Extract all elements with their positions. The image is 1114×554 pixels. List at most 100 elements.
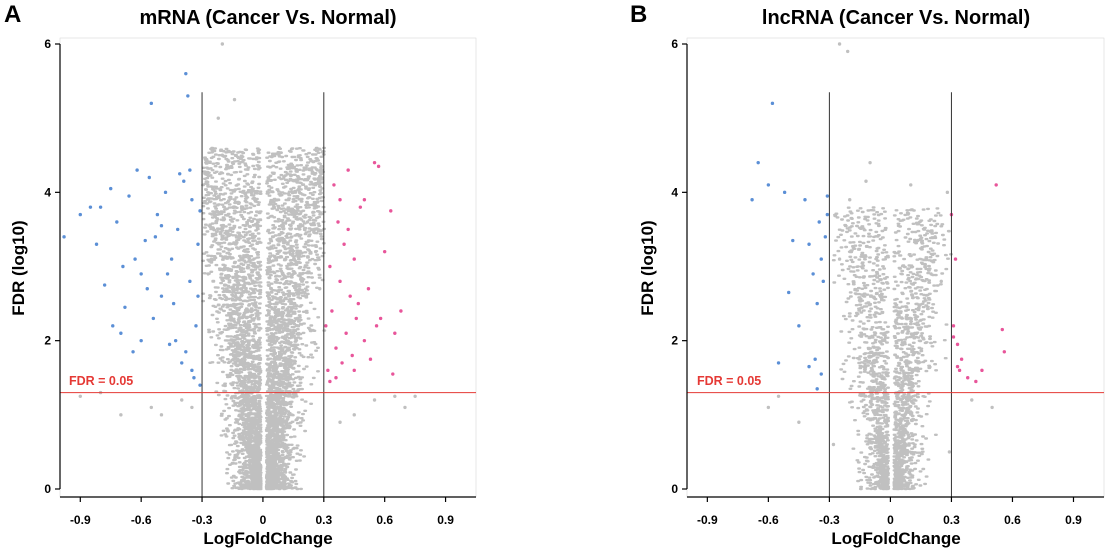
data-point <box>776 394 781 398</box>
data-point <box>868 160 872 165</box>
data-point <box>127 194 131 198</box>
data-point <box>149 405 154 410</box>
data-point <box>951 324 956 328</box>
data-point <box>167 342 172 347</box>
fdr-threshold-label: FDR = 0.05 <box>697 374 761 388</box>
data-point <box>831 442 836 447</box>
data-point <box>819 257 823 261</box>
data-point <box>374 324 379 328</box>
data-point <box>750 198 754 202</box>
data-point <box>955 364 960 369</box>
data-point <box>933 235 937 239</box>
data-point <box>819 372 823 376</box>
data-point <box>864 179 868 183</box>
data-point <box>143 238 147 243</box>
data-point <box>951 335 956 339</box>
data-point <box>145 287 149 291</box>
data-point <box>825 194 830 198</box>
data-point <box>346 168 350 172</box>
data-point <box>356 301 361 306</box>
data-point <box>970 398 974 402</box>
data-point <box>811 272 815 276</box>
nonsig-density-cloud <box>831 206 953 491</box>
data-point <box>336 220 340 224</box>
data-point <box>362 338 367 343</box>
data-point <box>338 198 342 202</box>
data-point <box>348 294 352 298</box>
data-point <box>285 172 289 176</box>
data-point <box>184 350 188 354</box>
data-point <box>178 172 182 176</box>
data-point <box>196 242 200 246</box>
data-point <box>366 287 371 291</box>
data-point <box>240 205 245 209</box>
panel-letter: A <box>4 1 21 28</box>
data-point <box>389 209 393 213</box>
data-point <box>782 190 787 195</box>
data-point <box>817 220 821 224</box>
data-point <box>188 168 192 172</box>
data-point <box>342 242 346 246</box>
data-point <box>192 376 196 380</box>
y-tick-label: 2 <box>671 334 678 348</box>
data-point <box>194 324 198 328</box>
data-point <box>230 160 235 165</box>
data-point <box>821 279 825 284</box>
data-point <box>813 357 817 361</box>
x-tick-label: 0 <box>887 513 894 527</box>
data-point <box>171 301 176 306</box>
data-point <box>344 331 348 335</box>
data-point <box>803 198 807 202</box>
data-point <box>756 160 760 165</box>
data-point <box>330 309 334 313</box>
data-point <box>111 324 115 328</box>
data-point <box>393 394 397 398</box>
volcano-plot-svg: A mRNA (Cancer Vs. Normal) LogFoldChange… <box>4 1 477 548</box>
y-tick-label: 6 <box>44 37 51 51</box>
data-point <box>220 153 225 157</box>
x-tick-label: -0.9 <box>697 513 718 527</box>
data-point <box>807 364 811 369</box>
fdr-threshold-label: FDR = 0.05 <box>69 374 133 388</box>
data-point <box>135 168 139 172</box>
y-tick-label: 4 <box>44 185 51 199</box>
x-tick-label: 0 <box>260 513 267 527</box>
data-point <box>966 376 970 380</box>
x-tick-label: -0.6 <box>131 513 152 527</box>
data-point <box>845 49 850 54</box>
data-point <box>149 101 154 106</box>
data-point <box>326 368 330 373</box>
panel-b-volcano-plot: B lncRNA (Cancer Vs. Normal) LogFoldChan… <box>557 0 1114 554</box>
data-point <box>391 372 395 376</box>
data-point <box>328 264 332 269</box>
data-point <box>909 183 913 187</box>
y-axis-label: FDR (log10) <box>638 220 657 315</box>
data-point <box>131 350 135 354</box>
chart-title: mRNA (Cancer Vs. Normal) <box>139 7 396 29</box>
data-point <box>173 338 178 343</box>
data-point <box>378 316 383 321</box>
data-point <box>119 331 123 335</box>
data-point <box>338 420 342 424</box>
data-point <box>62 235 66 239</box>
data-point <box>190 198 194 202</box>
data-point <box>929 272 933 276</box>
data-point <box>121 264 125 269</box>
y-tick-label: 0 <box>671 482 678 496</box>
panel-a-volcano-plot: A mRNA (Cancer Vs. Normal) LogFoldChange… <box>4 1 477 548</box>
data-point <box>186 94 190 98</box>
data-point <box>413 394 417 398</box>
data-point <box>338 279 342 284</box>
data-point <box>78 394 82 398</box>
data-point <box>220 42 225 46</box>
data-point <box>945 190 950 195</box>
data-point <box>198 209 202 213</box>
data-point <box>376 164 381 169</box>
data-point <box>354 316 358 321</box>
data-point <box>159 294 164 298</box>
data-point <box>216 116 220 120</box>
data-point <box>974 379 978 384</box>
x-axis-label: LogFoldChange <box>203 529 332 548</box>
series-not-significant <box>78 42 417 424</box>
data-point <box>94 242 99 246</box>
